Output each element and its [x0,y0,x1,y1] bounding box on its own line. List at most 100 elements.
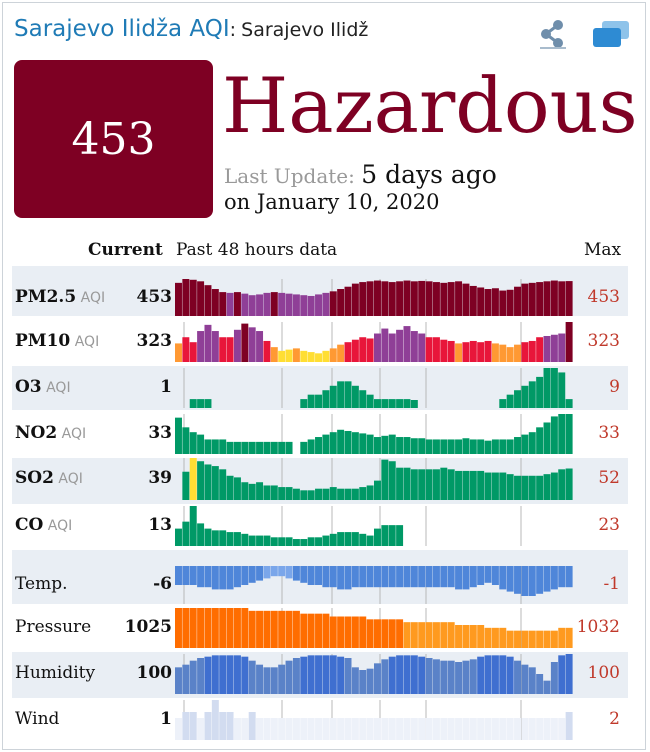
row-current-value: 39 [148,468,172,488]
row-current-value: 1 [160,709,172,729]
table-row[interactable]: CO AQI 13 23 [12,504,628,550]
bar-mark [506,474,514,500]
bar-mark [499,399,507,408]
bar-mark [536,427,544,454]
windows-icon[interactable] [592,20,630,48]
bar-mark [477,656,485,694]
bar-mark [477,342,485,362]
bar-mark [432,282,440,316]
bar-mark [366,434,374,454]
bar-mark [307,295,315,316]
bar-mark [197,608,205,648]
bar-mark [388,399,396,408]
bar-mark [469,285,477,316]
bar-mark [410,655,418,694]
table-row[interactable]: Temp. -6 -1 [12,550,628,604]
bar-mark [565,566,573,588]
sparkbar-svg [175,414,573,454]
bar-mark [219,530,227,546]
bar-mark [521,342,529,362]
bar-mark [351,432,359,454]
last-update-value: 5 days ago [361,160,497,189]
station-subtitle: Sarajevo Ilidž [241,19,369,41]
bar-mark [204,399,212,408]
bar-mark [396,437,404,454]
station-title[interactable]: Sarajevo Ilidža AQI [14,16,230,42]
table-row[interactable]: PM10 AQI 323 323 [12,318,628,364]
bar-mark [381,328,389,362]
row-name: O3 [15,377,42,397]
bar-mark [536,376,544,408]
bar-mark [263,718,271,740]
bar-mark [528,630,536,648]
bar-mark [197,281,205,316]
bar-mark [536,475,544,500]
bar-mark [270,718,278,740]
table-row[interactable]: PM2.5 AQI 453 453 [12,266,628,316]
row-current-value: 453 [136,286,173,307]
bar-mark [329,432,337,454]
bar-mark [550,416,558,454]
bar-mark [550,472,558,500]
bar-mark [374,333,381,362]
bar-mark [307,394,315,408]
bar-mark [440,660,448,694]
bar-mark [359,616,367,648]
share-icon[interactable] [538,18,568,50]
bar-mark [285,566,293,579]
bar-mark [447,469,455,500]
bar-mark [410,718,418,740]
bar-mark [558,333,566,362]
bar-mark [189,566,197,585]
table-row[interactable]: SO2 AQI 39 52 [12,458,628,504]
bar-mark [351,532,359,546]
bar-mark [477,718,485,740]
bar-mark [315,488,323,500]
bar-mark [425,469,433,500]
bar-mark [248,610,256,648]
sparkbar-svg [183,368,573,408]
bar-mark [256,294,264,316]
bar-mark [256,610,264,648]
table-row[interactable]: Pressure 1025 1032 [12,606,628,652]
row-max-value: -1 [603,574,620,594]
bar-mark [447,660,455,694]
table-row[interactable]: Wind 1 2 [12,698,628,744]
bar-mark [204,608,212,648]
bar-mark [374,480,381,500]
bar-mark [219,608,227,648]
bar-mark [388,525,396,546]
bar-mark [550,662,558,694]
bar-mark [204,566,212,588]
bar-mark [550,334,558,362]
bar-mark [484,472,492,500]
bar-mark [374,619,381,648]
bar-mark [491,627,499,648]
bar-mark [565,712,573,740]
bar-mark [189,279,197,316]
bar-mark [292,294,300,316]
bar-mark [226,608,234,648]
bar-mark [256,566,264,581]
row-max-value: 52 [598,468,620,488]
bar-mark [536,718,544,740]
table-row[interactable]: Humidity 100 100 [12,652,628,698]
bar-mark [506,566,514,592]
bar-mark [396,655,404,694]
bar-mark [189,399,197,408]
bar-mark [307,439,315,454]
bar-mark [300,441,308,454]
bar-mark [381,619,389,648]
bar-mark [484,718,492,740]
bar-mark [403,467,411,500]
bar-mark [344,381,352,408]
bar-mark [558,414,566,454]
table-row[interactable]: NO2 AQI 33 33 [12,412,628,458]
bar-mark [300,539,308,546]
bar-mark [307,566,315,585]
bar-mark [491,718,499,740]
bar-mark [344,430,352,454]
bar-mark [189,506,197,546]
table-row[interactable]: O3 AQI 1 9 [12,366,628,410]
bar-mark [219,469,227,500]
